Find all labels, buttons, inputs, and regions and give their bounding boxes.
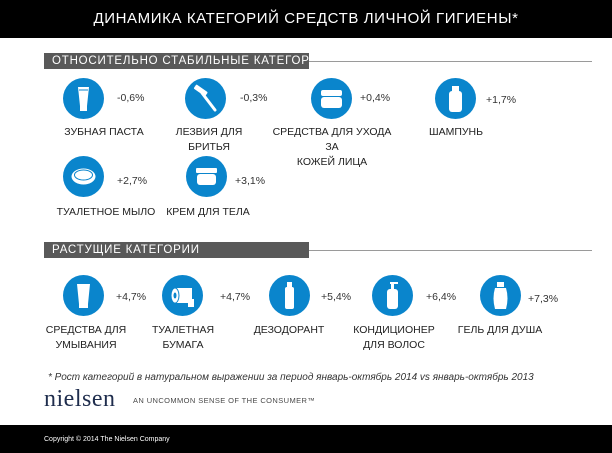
category-toilet-paper: +4,7% ТУАЛЕТНАЯ БУМАГА: [150, 275, 310, 365]
section-header-stable: ОТНОСИТЕЛЬНО СТАБИЛЬНЫЕ КАТЕГОРИИ: [44, 53, 592, 69]
label-toothpaste: ЗУБНАЯ ПАСТА: [64, 126, 144, 138]
conditioner-pump-icon: [372, 275, 413, 316]
label-face-wash: СРЕДСТВА ДЛЯ УМЫВАНИЯ: [45, 324, 127, 351]
footer-bar: Copyright © 2014 The Nielsen Company: [0, 425, 612, 453]
category-deodorant: +5,4% ДЕЗОДОРАНТ: [250, 275, 410, 365]
pct-shower-gel: +7,3%: [528, 293, 559, 305]
label-body-cream: КРЕМ ДЛЯ ТЕЛА: [166, 206, 250, 218]
label-soap: ТУАЛЕТНОЕ МЫЛО: [56, 206, 156, 218]
category-face-wash: +4,7% СРЕДСТВА ДЛЯ УМЫВАНИЯ: [44, 275, 204, 365]
label-razor: ЛЕЗВИЯ ДЛЯ БРИТЬЯ: [175, 126, 243, 153]
category-shampoo: +1,7% ШАМПУНЬ: [420, 78, 580, 168]
category-shower-gel: +7,3% ГЕЛЬ ДЛЯ ДУША: [455, 275, 612, 365]
category-toothpaste: -0,6% ЗУБНАЯ ПАСТА: [44, 78, 204, 168]
toothpaste-icon: [63, 78, 104, 119]
label-deodorant: ДЕЗОДОРАНТ: [253, 324, 325, 336]
pct-toilet-paper: +4,7%: [220, 291, 251, 303]
category-body-cream: +3,1% КРЕМ ДЛЯ ТЕЛА: [166, 156, 326, 246]
category-soap: +2,7% ТУАЛЕТНОЕ МЫЛО: [44, 156, 204, 246]
deodorant-icon: [269, 275, 310, 316]
nielsen-logo: nielsen: [44, 386, 116, 412]
shower-gel-icon: [480, 275, 521, 316]
label-face-care: СРЕДСТВА ДЛЯ УХОДА ЗА КОЖЕЙ ЛИЦА: [272, 126, 392, 168]
section-header-growing: РАСТУЩИЕ КАТЕГОРИИ: [44, 242, 592, 258]
body-cream-icon: [186, 156, 227, 197]
pct-razor: -0,3%: [240, 92, 268, 104]
category-face-care: +0,4% СРЕДСТВА ДЛЯ УХОДА ЗА КОЖЕЙ ЛИЦА: [268, 78, 428, 168]
category-conditioner: +6,4% КОНДИЦИОНЕР ДЛЯ ВОЛОС: [352, 275, 512, 365]
label-toilet-paper: ТУАЛЕТНАЯ БУМАГА: [151, 324, 215, 351]
tagline: AN UNCOMMON SENSE OF THE CONSUMER™: [133, 396, 316, 405]
pct-shampoo: +1,7%: [486, 94, 517, 106]
label-shampoo: ШАМПУНЬ: [428, 126, 484, 138]
pct-conditioner: +6,4%: [426, 291, 457, 303]
face-cream-jar-icon: [311, 78, 352, 119]
pct-body-cream: +3,1%: [235, 175, 266, 187]
pct-toothpaste: -0,6%: [117, 92, 145, 104]
toilet-paper-icon: [162, 275, 203, 316]
face-wash-tube-icon: [63, 275, 104, 316]
soap-icon: [63, 156, 104, 197]
razor-icon: [185, 78, 226, 119]
category-razor: -0,3% ЛЕЗВИЯ ДЛЯ БРИТЬЯ: [154, 78, 314, 168]
copyright: Copyright © 2014 The Nielsen Company: [44, 436, 170, 443]
pct-face-care: +0,4%: [360, 92, 391, 104]
label-shower-gel: ГЕЛЬ ДЛЯ ДУША: [457, 324, 543, 336]
page-title: ДИНАМИКА КАТЕГОРИЙ СРЕДСТВ ЛИЧНОЙ ГИГИЕН…: [0, 0, 612, 38]
pct-face-wash: +4,7%: [116, 291, 147, 303]
shampoo-bottle-icon: [435, 78, 476, 119]
label-conditioner: КОНДИЦИОНЕР ДЛЯ ВОЛОС: [353, 324, 435, 351]
pct-soap: +2,7%: [117, 175, 148, 187]
pct-deodorant: +5,4%: [321, 291, 352, 303]
footnote: * Рост категорий в натуральном выражении…: [48, 372, 534, 383]
